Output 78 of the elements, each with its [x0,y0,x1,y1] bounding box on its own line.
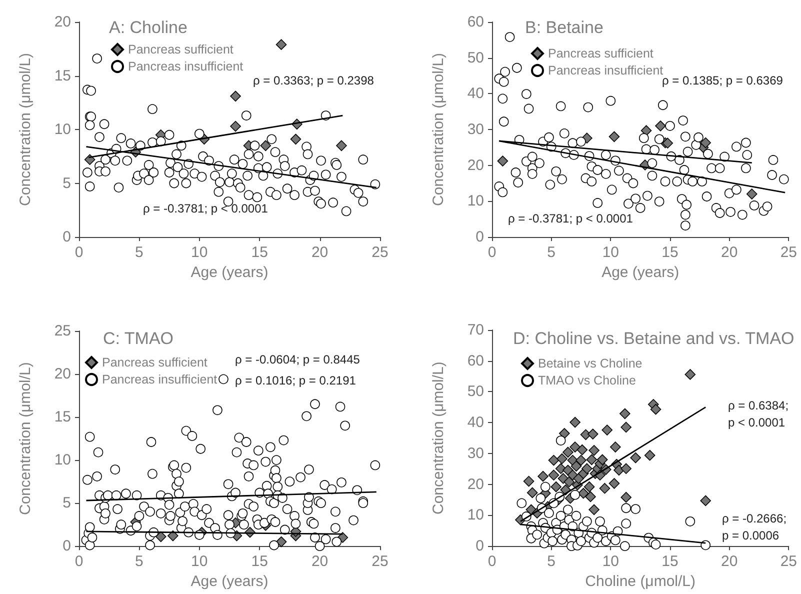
x-axis-title: Choline (μmol/L) [585,573,696,590]
x-tick-label: 0 [488,553,496,570]
x-tick-label: 5 [135,244,144,261]
x-tick-label: 5 [547,244,556,261]
y-tick-label: 20 [54,366,71,383]
annotation: ρ = -0.3781; p < 0.0001 [143,202,268,216]
y-tick-label: 20 [467,156,484,174]
y-axis-title: Concentration (μmol/L) [430,362,447,514]
y-tick-label: 20 [467,476,484,493]
y-tick-label: 0 [476,538,484,555]
annotation: ρ = -0.2666; p = 0.0006 [722,512,790,542]
y-tick-label: 30 [467,121,484,138]
annotation: ρ = -0.3781; p < 0.0001 [508,212,634,226]
y-tick-label: 15 [54,408,71,426]
y-tick-label: 20 [54,14,71,30]
annotation: ρ = 0.1016; p = 0.2191 [235,374,356,388]
x-tick-label: 15 [662,244,678,261]
y-tick-label: 5 [62,494,71,512]
x-tick-label: 0 [488,244,496,261]
annotation: ρ = 0.6384; p < 0.0001 [728,398,792,430]
x-tick-label: 10 [602,553,620,570]
y-tick-label: 70 [467,322,484,338]
y-tick-label: 60 [467,14,484,30]
y-tick-label: 0 [476,228,484,246]
legend-label: Pancreas sufficient [102,356,208,370]
y-tick-label: 10 [467,192,484,210]
y-tick-label: 40 [467,414,484,432]
chart-title: C: TMAO [103,329,174,348]
y-tick-label: 5 [62,174,71,192]
legend-label: Betaine vs Choline [538,356,642,370]
y-axis-title: Concentration (μmol/L) [17,362,34,515]
x-tick-label: 10 [191,244,208,261]
y-tick-label: 15 [54,67,71,84]
x-tick-label: 25 [780,244,797,261]
x-tick-label: 5 [135,553,144,570]
legend-label: Pancreas insufficient [102,372,218,386]
y-tick-label: 10 [54,121,71,138]
y-tick-label: 40 [467,85,484,102]
chart-title: D: Choline vs. Betaine and vs. TMAO [513,329,794,348]
x-tick-label: 25 [780,553,797,570]
annotation: ρ = 0.1385; p = 0.6369 [662,74,784,88]
y-tick-label: 10 [467,506,484,524]
x-tick-label: 15 [251,553,268,570]
x-axis-title: Age (years) [190,264,268,281]
y-tick-label: 10 [54,452,71,469]
y-axis-title: Concentration (μmol/L) [17,53,34,206]
y-tick-label: 25 [54,322,71,340]
x-tick-label: 5 [547,553,556,570]
y-tick-label: 0 [62,538,71,555]
y-tick-label: 0 [62,228,71,246]
x-tick-label: 20 [311,553,328,570]
y-tick-label: 50 [467,383,484,400]
y-tick-label: 30 [467,444,484,462]
x-tick-label: 10 [191,553,208,570]
x-tick-label: 15 [662,553,678,570]
x-tick-label: 20 [720,553,738,570]
x-tick-label: 25 [372,244,388,261]
x-tick-label: 20 [720,244,738,261]
chart-title: A: Choline [109,18,188,37]
x-tick-label: 20 [311,244,328,261]
legend-label: Pancreas insufficient [548,64,664,78]
x-tick-label: 0 [74,244,84,261]
y-tick-label: 50 [467,49,484,66]
x-axis-title: Age (years) [602,264,680,281]
legend-label: Pancreas sufficient [128,42,234,56]
legend-label: TMAO vs Choline [538,374,636,388]
annotation: ρ = 0.3363; p = 0.2398 [253,74,374,88]
x-tick-label: 10 [602,244,620,261]
chart-title: B: Betaine [525,18,604,37]
y-axis-title: Concentration (μmol/L) [430,53,447,206]
x-tick-label: 0 [74,553,84,570]
y-tick-label: 60 [467,352,484,370]
x-axis-title: Age (years) [190,573,268,590]
annotation: ρ = -0.0604; p = 0.8445 [235,352,360,366]
legend-label: Pancreas insufficient [128,60,244,74]
x-tick-label: 25 [372,553,388,570]
x-tick-label: 15 [251,244,268,261]
legend-label: Pancreas sufficient [548,46,654,60]
